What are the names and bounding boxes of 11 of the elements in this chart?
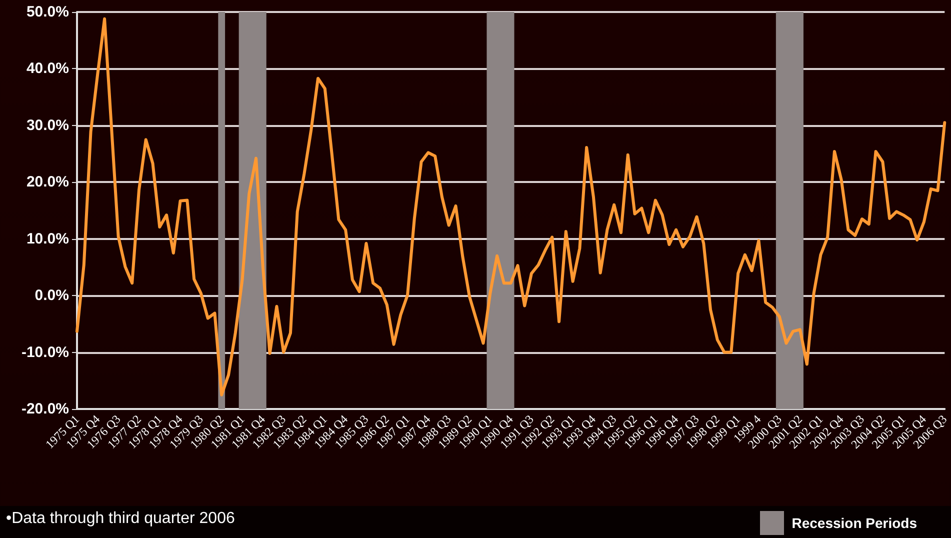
y-tick-label: 10.0% bbox=[26, 230, 69, 248]
y-tick-label: 20.0% bbox=[26, 174, 69, 191]
y-tick-label: 40.0% bbox=[26, 60, 69, 78]
y-tick-label: 30.0% bbox=[26, 116, 69, 134]
y-tick-label: -20.0% bbox=[21, 400, 69, 418]
y-tick-label: 50.0% bbox=[26, 4, 69, 20]
text: •Data through third quarter 2006 bbox=[6, 510, 235, 528]
line-series bbox=[76, 17, 946, 396]
legend-label: Recession Periods bbox=[792, 515, 917, 531]
y-tick-label: 0.0% bbox=[34, 287, 69, 304]
y-tick-label: -10.0% bbox=[21, 344, 69, 361]
